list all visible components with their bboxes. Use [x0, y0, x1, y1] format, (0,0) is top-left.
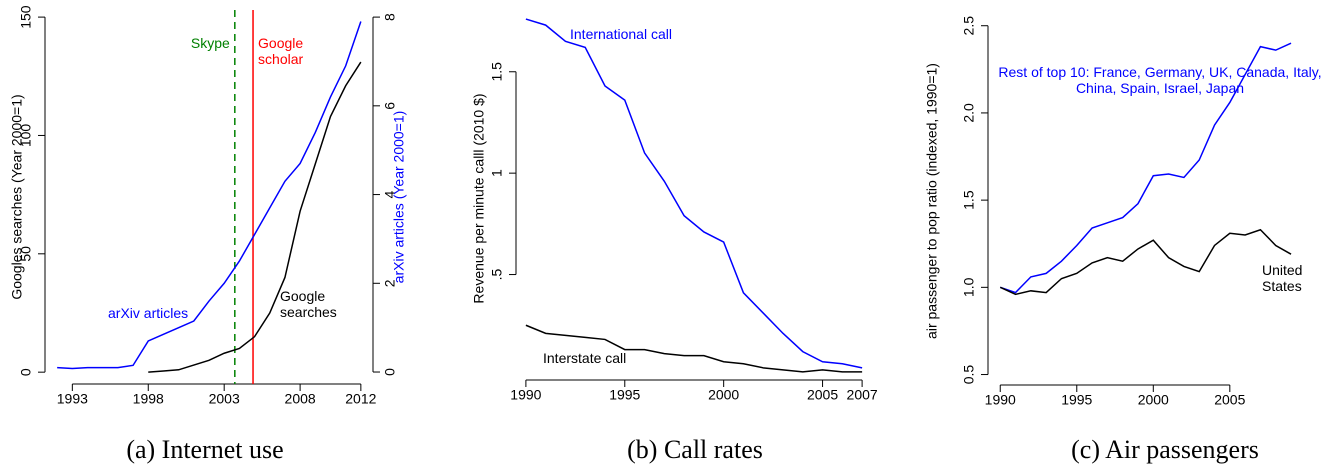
y-tick-label: 0	[382, 368, 398, 376]
y-tick-label: 1.5	[489, 62, 505, 82]
series-label: Interstate call	[543, 350, 627, 366]
x-tick-label: 2000	[1138, 392, 1169, 408]
caption: (a) Internet use	[126, 435, 283, 464]
x-tick-label: 1998	[133, 391, 164, 407]
y-tick-label: 0	[18, 368, 34, 376]
y-tick-label: .5	[489, 269, 505, 281]
y-tick-label: 6	[382, 102, 398, 110]
series-label: United States	[1262, 262, 1303, 294]
x-tick-label: 1995	[609, 387, 640, 403]
y-tick-label: 0.5	[961, 365, 977, 385]
x-tick-label: 2005	[807, 387, 838, 403]
y2-axis-label: arXiv articles (Year 2000=1)	[391, 111, 407, 284]
series-label: arXiv articles	[108, 305, 189, 321]
y-tick-label: 150	[18, 5, 34, 29]
series-line	[57, 21, 362, 370]
series-label: International call	[570, 26, 672, 42]
event-label: Skype	[190, 35, 230, 51]
x-tick-label: 1990	[985, 392, 1016, 408]
series-line	[148, 61, 362, 373]
x-tick-label: 1993	[57, 391, 88, 407]
x-tick-label: 2003	[209, 391, 240, 407]
x-tick-label: 2008	[285, 391, 316, 407]
series-line	[999, 228, 1292, 296]
x-tick-label: 1995	[1061, 392, 1092, 408]
x-tick-label: 2005	[1214, 392, 1245, 408]
y-tick-label: 8	[382, 13, 398, 21]
event-label: Google scholar	[258, 35, 304, 67]
series-line	[525, 18, 863, 369]
x-tick-label: 2007	[847, 387, 878, 403]
y-tick-label: 1	[489, 169, 505, 177]
x-tick-label: 2012	[345, 391, 376, 407]
caption: (b) Call rates	[627, 435, 763, 464]
y-tick-label: 2.5	[961, 16, 977, 36]
y-tick-label: 2.0	[961, 103, 977, 123]
y-tick-label: 2	[382, 279, 398, 287]
series-line	[525, 324, 863, 373]
y-tick-label: 100	[18, 124, 34, 148]
y-tick-label: 1.0	[961, 277, 977, 297]
y-axis-label: air passenger to pop ratio (indexed, 199…	[924, 63, 940, 339]
caption: (c) Air passengers	[1071, 435, 1259, 464]
y-tick-label: 4	[382, 190, 398, 198]
x-tick-label: 2000	[708, 387, 739, 403]
y-tick-label: 50	[18, 246, 34, 262]
x-tick-label: 1990	[510, 387, 541, 403]
series-line	[999, 42, 1292, 294]
y-axis-label: Googles searches (Year 2000=1)	[9, 94, 25, 299]
y-tick-label: 1.5	[961, 190, 977, 210]
series-label: Rest of top 10: France, Germany, UK, Can…	[998, 64, 1322, 96]
series-label: Google searches	[280, 288, 337, 320]
y-axis-label: Revenue per minute calll (2010 $)	[471, 93, 487, 303]
